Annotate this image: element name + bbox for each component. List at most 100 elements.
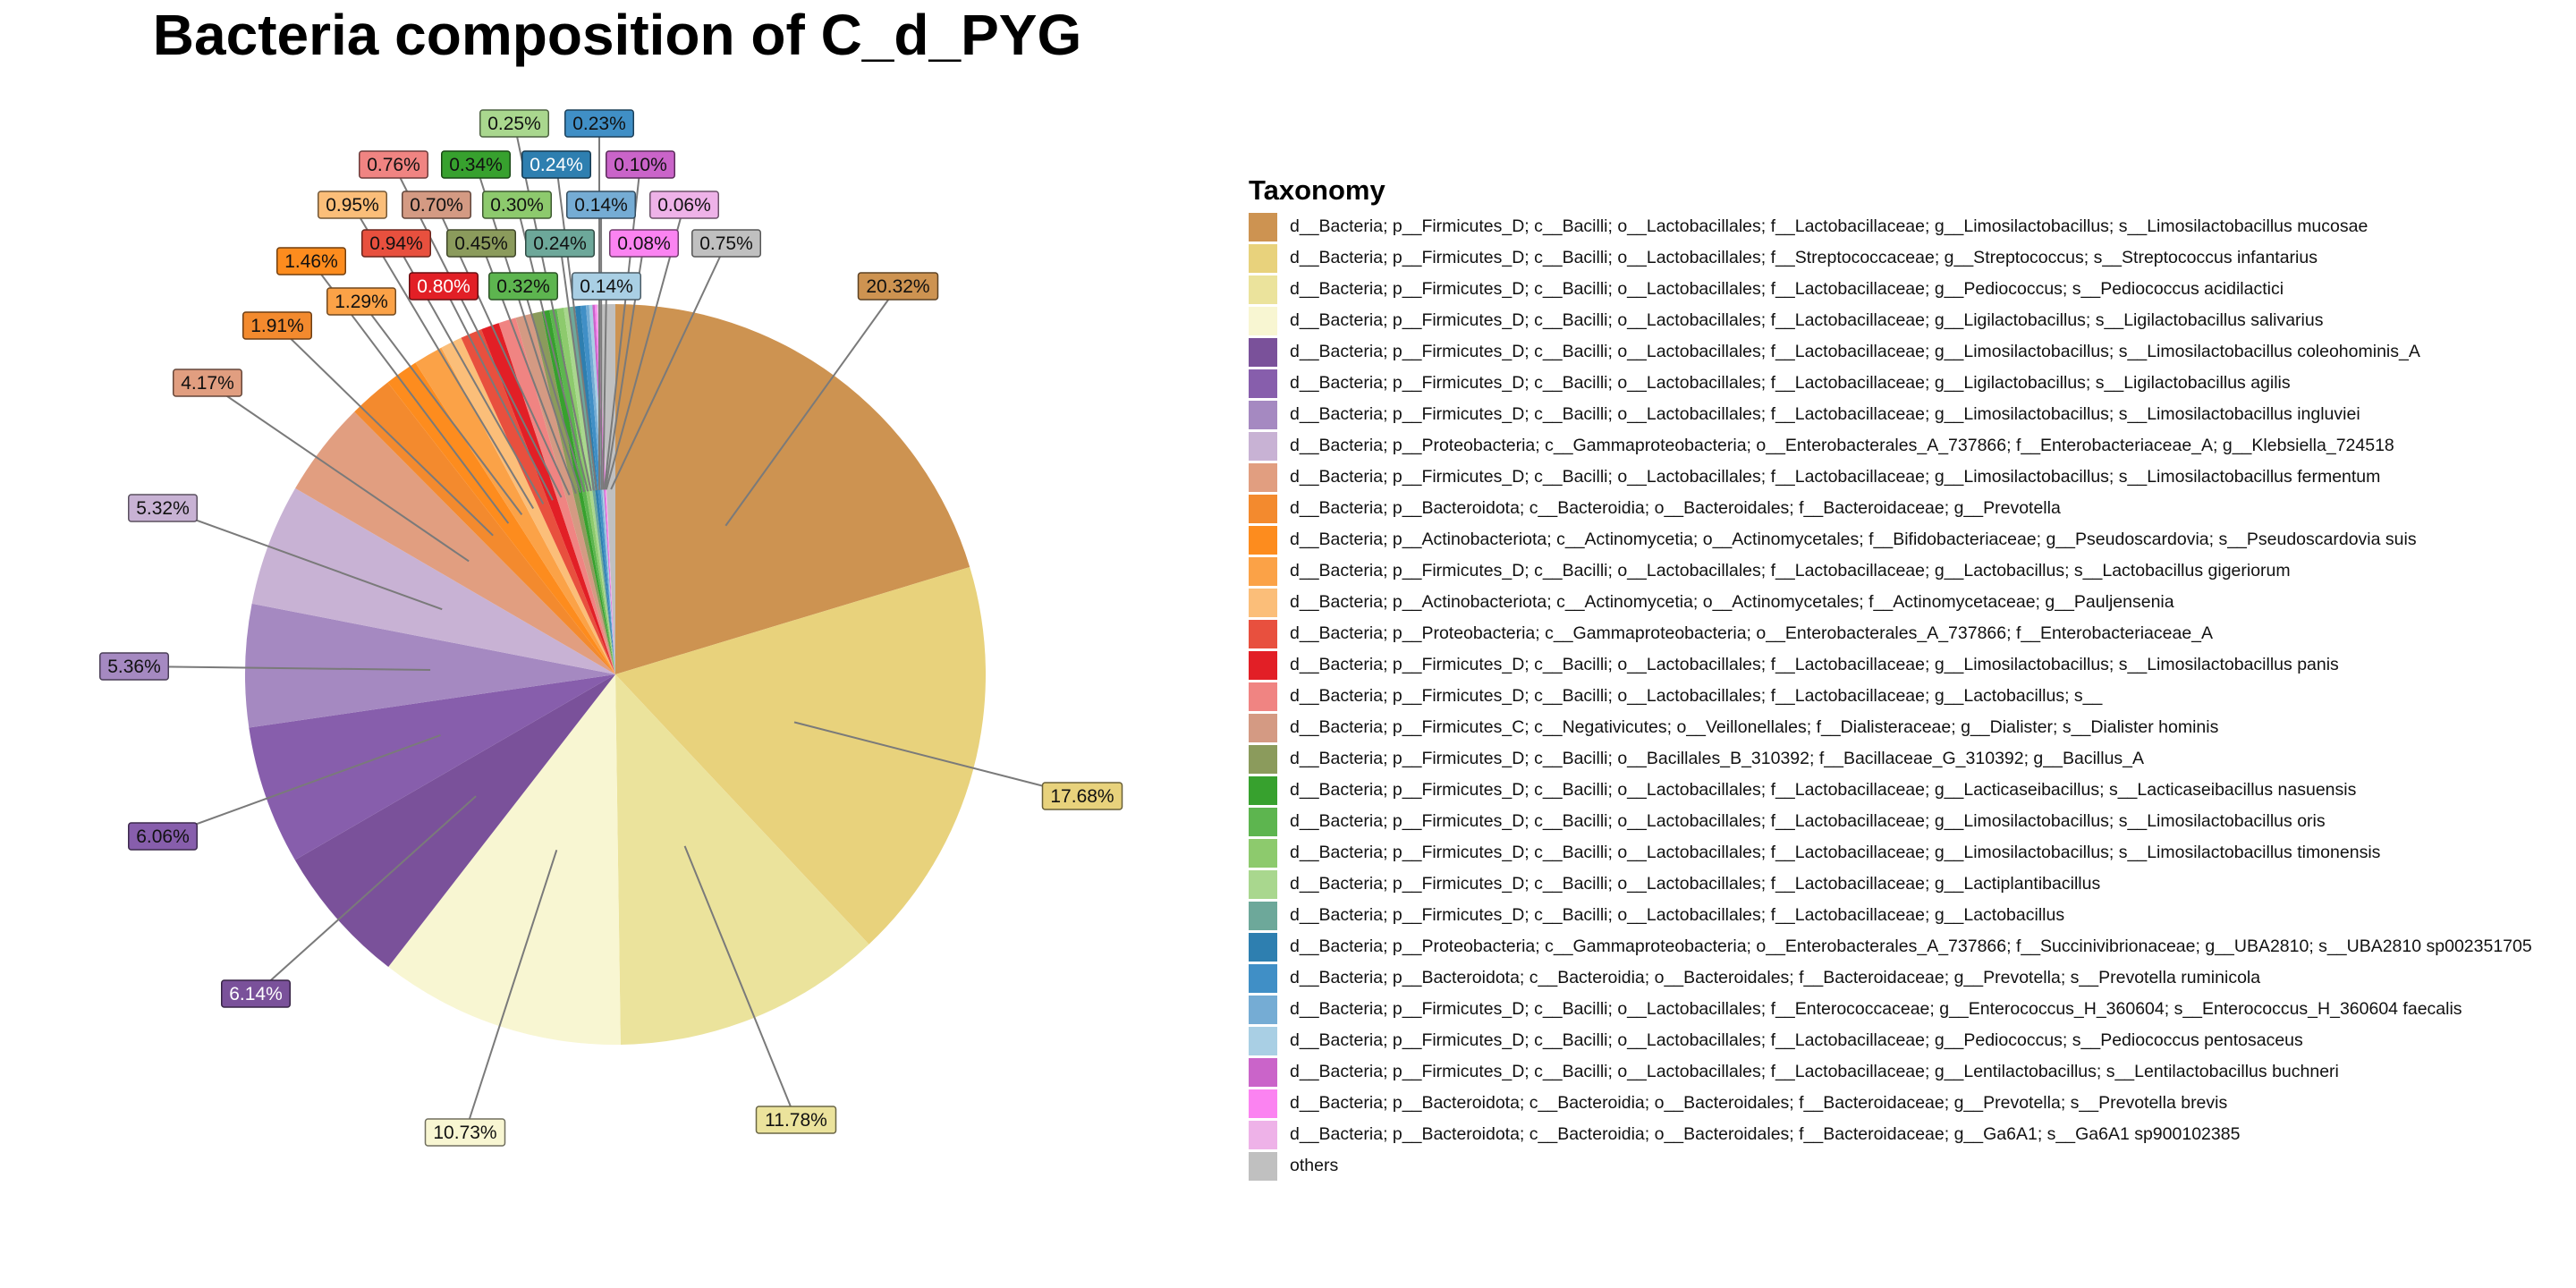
slice-label-5: 6.14%: [229, 984, 283, 1004]
legend-swatch: [1249, 1151, 1277, 1181]
legend-item-26: d__Bacteria; p__Firmicutes_D; c__Bacilli…: [1249, 994, 2532, 1025]
slice-label-box-19: [441, 150, 511, 179]
legend-label: d__Bacteria; p__Firmicutes_D; c__Bacilli…: [1290, 310, 2324, 330]
leader-line-12: [360, 301, 523, 515]
leader-line-8: [162, 507, 443, 611]
leader-line-28: [603, 164, 641, 490]
legend-item-12: d__Bacteria; p__Firmicutes_D; c__Bacilli…: [1249, 555, 2532, 587]
legend-label: d__Bacteria; p__Firmicutes_D; c__Bacilli…: [1290, 811, 2326, 831]
pie-slice-15: [481, 323, 615, 674]
slice-label-box-30: [649, 191, 719, 219]
legend-label: d__Bacteria; p__Firmicutes_D; c__Bacilli…: [1290, 404, 2360, 424]
slice-label-box-1: [857, 272, 939, 301]
pie-slice-6: [249, 674, 615, 860]
legend-label: d__Bacteria; p__Bacteroidota; c__Bactero…: [1290, 1093, 2228, 1113]
legend-swatch: [1249, 494, 1277, 523]
legend-item-30: d__Bacteria; p__Bacteroidota; c__Bactero…: [1249, 1119, 2532, 1150]
legend-swatch: [1249, 869, 1277, 899]
legend-swatch: [1249, 588, 1277, 617]
legend-label: d__Bacteria; p__Firmicutes_D; c__Bacilli…: [1290, 248, 2318, 267]
slice-label-box-8: [128, 494, 198, 522]
slice-label-24: 0.24%: [530, 155, 583, 175]
legend-item-20: d__Bacteria; p__Firmicutes_D; c__Bacilli…: [1249, 806, 2532, 837]
slice-label-box-11: [276, 247, 346, 275]
legend-label: d__Bacteria; p__Firmicutes_D; c__Bacilli…: [1290, 655, 2339, 674]
slice-label-8: 5.32%: [136, 498, 190, 519]
legend-swatch: [1249, 337, 1277, 367]
slice-label-12: 1.29%: [335, 292, 388, 312]
slice-label-10: 1.91%: [250, 316, 304, 336]
slice-label-7: 5.36%: [107, 657, 161, 677]
slice-label-box-18: [446, 229, 516, 258]
legend-label: d__Bacteria; p__Firmicutes_D; c__Bacilli…: [1290, 686, 2103, 706]
legend-label: d__Bacteria; p__Bacteroidota; c__Bactero…: [1290, 1124, 2241, 1144]
legend-label: d__Bacteria; p__Firmicutes_D; c__Bacilli…: [1290, 1030, 2303, 1050]
leader-line-24: [555, 164, 597, 491]
pie-slice-17: [515, 313, 615, 674]
legend-swatch: [1249, 243, 1277, 273]
slice-label-box-27: [572, 272, 641, 301]
legend-item-23: d__Bacteria; p__Firmicutes_D; c__Bacilli…: [1249, 900, 2532, 931]
slice-label-31: 0.75%: [699, 233, 753, 254]
slice-label-box-28: [606, 150, 675, 179]
legend-swatch: [1249, 901, 1277, 930]
slice-label-21: 0.30%: [490, 195, 544, 216]
pie-slice-5: [294, 674, 615, 968]
pie-slice-2: [615, 566, 987, 945]
slice-label-13: 0.95%: [326, 195, 379, 216]
legend-swatch: [1249, 369, 1277, 398]
slice-label-23: 0.24%: [533, 233, 587, 254]
legend-label: d__Bacteria; p__Firmicutes_D; c__Bacilli…: [1290, 749, 2145, 768]
legend-item-2: d__Bacteria; p__Firmicutes_D; c__Bacilli…: [1249, 242, 2532, 274]
legend-swatch: [1249, 775, 1277, 805]
slice-label-22: 0.25%: [487, 114, 541, 134]
slice-label-box-20: [488, 272, 558, 301]
leader-line-4: [464, 849, 558, 1133]
legend-swatch: [1249, 838, 1277, 868]
slice-label-18: 0.45%: [454, 233, 508, 254]
legend-swatch: [1249, 932, 1277, 962]
legend-label: d__Bacteria; p__Firmicutes_D; c__Bacilli…: [1290, 279, 2284, 299]
slice-label-box-17: [402, 191, 471, 219]
slice-label-16: 0.76%: [367, 155, 420, 175]
legend-swatch: [1249, 713, 1277, 742]
slice-label-box-26: [566, 191, 636, 219]
legend-swatch: [1249, 650, 1277, 680]
leader-line-31: [610, 242, 727, 490]
leader-line-22: [513, 123, 592, 492]
legend-swatch: [1249, 462, 1277, 492]
legend-item-29: d__Bacteria; p__Bacteroidota; c__Bactero…: [1249, 1088, 2532, 1119]
slice-label-box-9: [173, 369, 242, 397]
leader-line-3: [683, 845, 797, 1121]
slice-label-3: 11.78%: [765, 1110, 827, 1131]
legend-label: d__Bacteria; p__Firmicutes_D; c__Bacilli…: [1290, 561, 2291, 580]
legend-item-18: d__Bacteria; p__Firmicutes_D; c__Bacilli…: [1249, 743, 2532, 775]
slice-label-28: 0.10%: [614, 155, 667, 175]
legend-label: d__Bacteria; p__Firmicutes_D; c__Bacilli…: [1290, 467, 2381, 487]
legend-label: d__Bacteria; p__Actinobacteriota; c__Act…: [1290, 530, 2417, 549]
leader-line-6: [162, 734, 441, 837]
slice-label-box-10: [242, 311, 312, 340]
slice-label-26: 0.14%: [574, 195, 628, 216]
legend-item-4: d__Bacteria; p__Firmicutes_D; c__Bacilli…: [1249, 305, 2532, 336]
legend-swatch: [1249, 1026, 1277, 1055]
legend-item-6: d__Bacteria; p__Firmicutes_D; c__Bacilli…: [1249, 368, 2532, 399]
slice-label-30: 0.06%: [657, 195, 711, 216]
legend-item-7: d__Bacteria; p__Firmicutes_D; c__Bacilli…: [1249, 399, 2532, 430]
legend-swatch: [1249, 306, 1277, 335]
leader-line-9: [207, 382, 470, 563]
legend-swatch: [1249, 963, 1277, 993]
slice-label-14: 0.94%: [369, 233, 423, 254]
legend-title: Taxonomy: [1249, 174, 1385, 206]
legend-item-31: others: [1249, 1150, 2532, 1182]
slice-label-1: 20.32%: [866, 276, 929, 297]
slice-labels: 20.32% 17.68% 11.78% 10.73% 6.14% 6.06% 5.36% 5…: [99, 109, 1123, 1147]
pie-slice-12: [415, 347, 615, 674]
legend-label: d__Bacteria; p__Firmicutes_C; c__Negativ…: [1290, 717, 2219, 737]
legend-swatch: [1249, 556, 1277, 586]
legend-swatch: [1249, 1120, 1277, 1149]
legend-item-1: d__Bacteria; p__Firmicutes_D; c__Bacilli…: [1249, 211, 2532, 242]
leader-line-20: [522, 285, 586, 493]
legend-items: d__Bacteria; p__Firmicutes_D; c__Bacilli…: [1249, 211, 2532, 1182]
legend-label: d__Bacteria; p__Firmicutes_D; c__Bacilli…: [1290, 373, 2291, 393]
